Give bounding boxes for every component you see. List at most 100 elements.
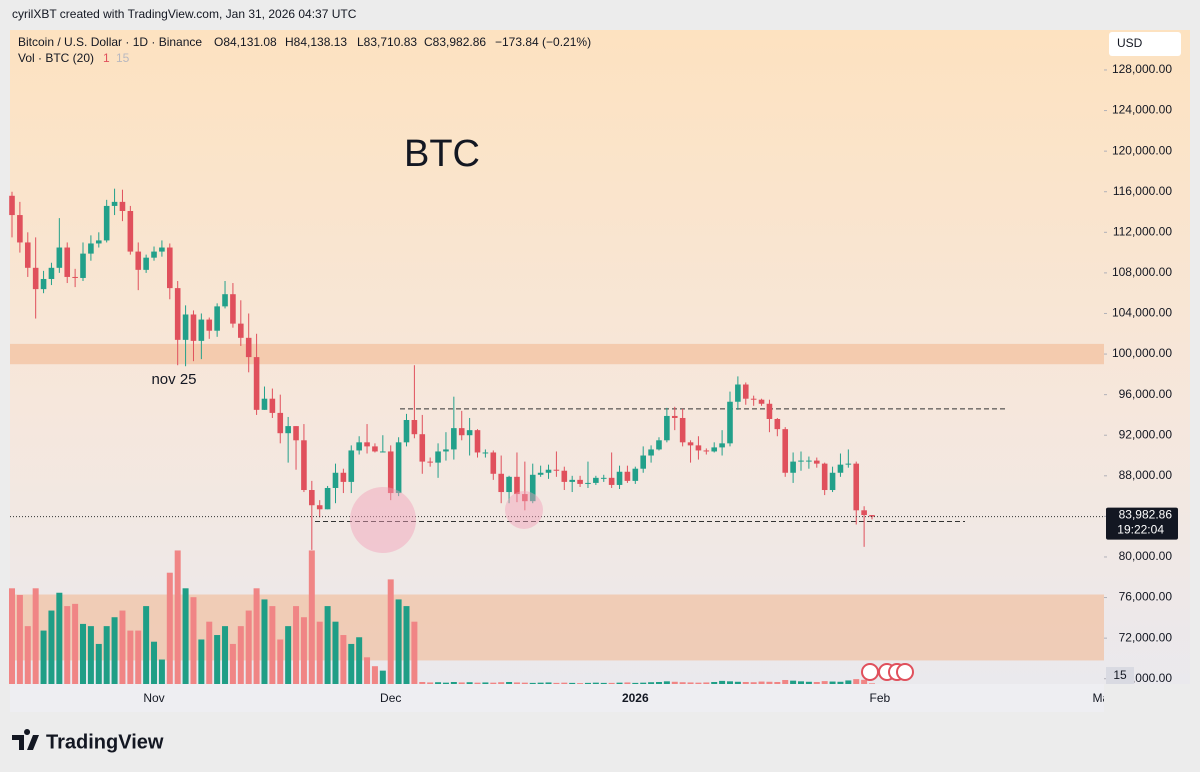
candle-body (861, 510, 867, 516)
candle-body (711, 447, 718, 452)
candle-body (190, 314, 197, 341)
volume-ma-badge (1106, 667, 1134, 684)
volume-bar (506, 681, 513, 684)
candle-body (174, 288, 181, 340)
y-tick-label: 96,000.00 (1119, 387, 1173, 401)
candle-body (17, 215, 23, 243)
candle-body (853, 463, 860, 511)
event-icons (861, 663, 914, 681)
candle-body (569, 479, 575, 482)
ohlc-low: L83,710.83 (357, 35, 417, 49)
volume-bar (845, 680, 852, 684)
candle-body (806, 460, 812, 462)
candle-body (238, 323, 244, 338)
candle-body (474, 430, 481, 453)
volume-bar (663, 681, 670, 684)
volume-bar (158, 659, 165, 684)
volume-last: 1 (103, 51, 110, 65)
volume-bar (474, 682, 481, 684)
volume-bar (253, 588, 260, 684)
volume-bar (95, 643, 102, 684)
volume-bar (482, 682, 489, 684)
volume-bar (498, 682, 505, 684)
volume-bar (734, 681, 741, 684)
candle-body (40, 278, 47, 290)
volume-bar (87, 626, 94, 684)
volume-bar (584, 682, 591, 684)
volume-bar (300, 617, 307, 684)
candle-body (537, 472, 544, 475)
volume-bar (553, 682, 560, 684)
volume-bar (537, 682, 544, 684)
currency-button[interactable] (1109, 32, 1181, 56)
candle-body (119, 201, 126, 212)
zone (10, 594, 1104, 661)
volume-bar (174, 550, 181, 684)
candle-body (206, 319, 213, 331)
volume-bar (450, 681, 457, 684)
volume-bar (356, 637, 363, 684)
x-tick-label: 2026 (622, 691, 649, 705)
y-tick-label: 100,000.00 (1112, 346, 1172, 360)
ohlc-high: H84,138.13 (285, 35, 347, 49)
volume-bar (229, 643, 236, 684)
volume-bar (458, 682, 465, 684)
candle-body (695, 445, 702, 451)
candle-body (32, 267, 39, 290)
candle-body (395, 442, 402, 494)
candle-body (514, 476, 520, 495)
volume-bar (127, 630, 134, 684)
candle-body (703, 450, 710, 452)
volume-bar (56, 592, 63, 684)
last-price-label: 83,982.86 (1119, 508, 1173, 522)
volume-bar (829, 681, 836, 684)
volume-bar (758, 681, 765, 684)
volume-bar (592, 682, 599, 684)
candle-body (522, 494, 528, 502)
volume-bar (387, 579, 394, 684)
volume-bar (135, 630, 142, 684)
volume-bar (648, 682, 655, 684)
volume-bar (805, 681, 812, 684)
currency[interactable]: USD (1117, 36, 1143, 50)
y-tick-label: 80,000.00 (1119, 549, 1173, 563)
candle-body (577, 479, 583, 484)
volume-bar (726, 681, 733, 684)
candle-body (111, 201, 118, 206)
candle-body (664, 415, 670, 441)
volume-bar (790, 680, 797, 684)
volume-bar (569, 682, 576, 684)
candle-body (332, 472, 339, 488)
volume-bar (419, 681, 426, 684)
event-icon (896, 663, 914, 681)
candle-body (253, 357, 260, 410)
volume-bar (190, 597, 197, 684)
candle-body (656, 440, 662, 450)
volume-bar (24, 626, 31, 684)
candle-body (348, 450, 355, 482)
candle-body (316, 505, 323, 510)
volume-bar (143, 606, 150, 684)
change: −173.84 (−0.21%) (495, 35, 591, 49)
volume-bar (80, 623, 87, 684)
volume-bar (411, 621, 418, 684)
logo: TradingView (12, 729, 164, 753)
candle-body (167, 247, 173, 289)
x-tick-label: Dec (380, 691, 401, 705)
volume-bar (435, 682, 442, 684)
candle-body (687, 442, 694, 446)
volume-ma: 15 (116, 51, 130, 65)
x-tick-label: Nov (143, 691, 164, 705)
candle-body (774, 418, 781, 430)
volume-bar (16, 594, 23, 684)
candle-body (640, 455, 646, 469)
logo-mark (12, 729, 39, 750)
volume-bar (237, 626, 244, 684)
ohlc-open: O84,131.08 (214, 35, 277, 49)
candle-body (600, 477, 607, 479)
candle-body (127, 211, 134, 252)
candle-body (151, 251, 157, 258)
candle-body (632, 468, 639, 481)
candle-body (9, 195, 15, 216)
